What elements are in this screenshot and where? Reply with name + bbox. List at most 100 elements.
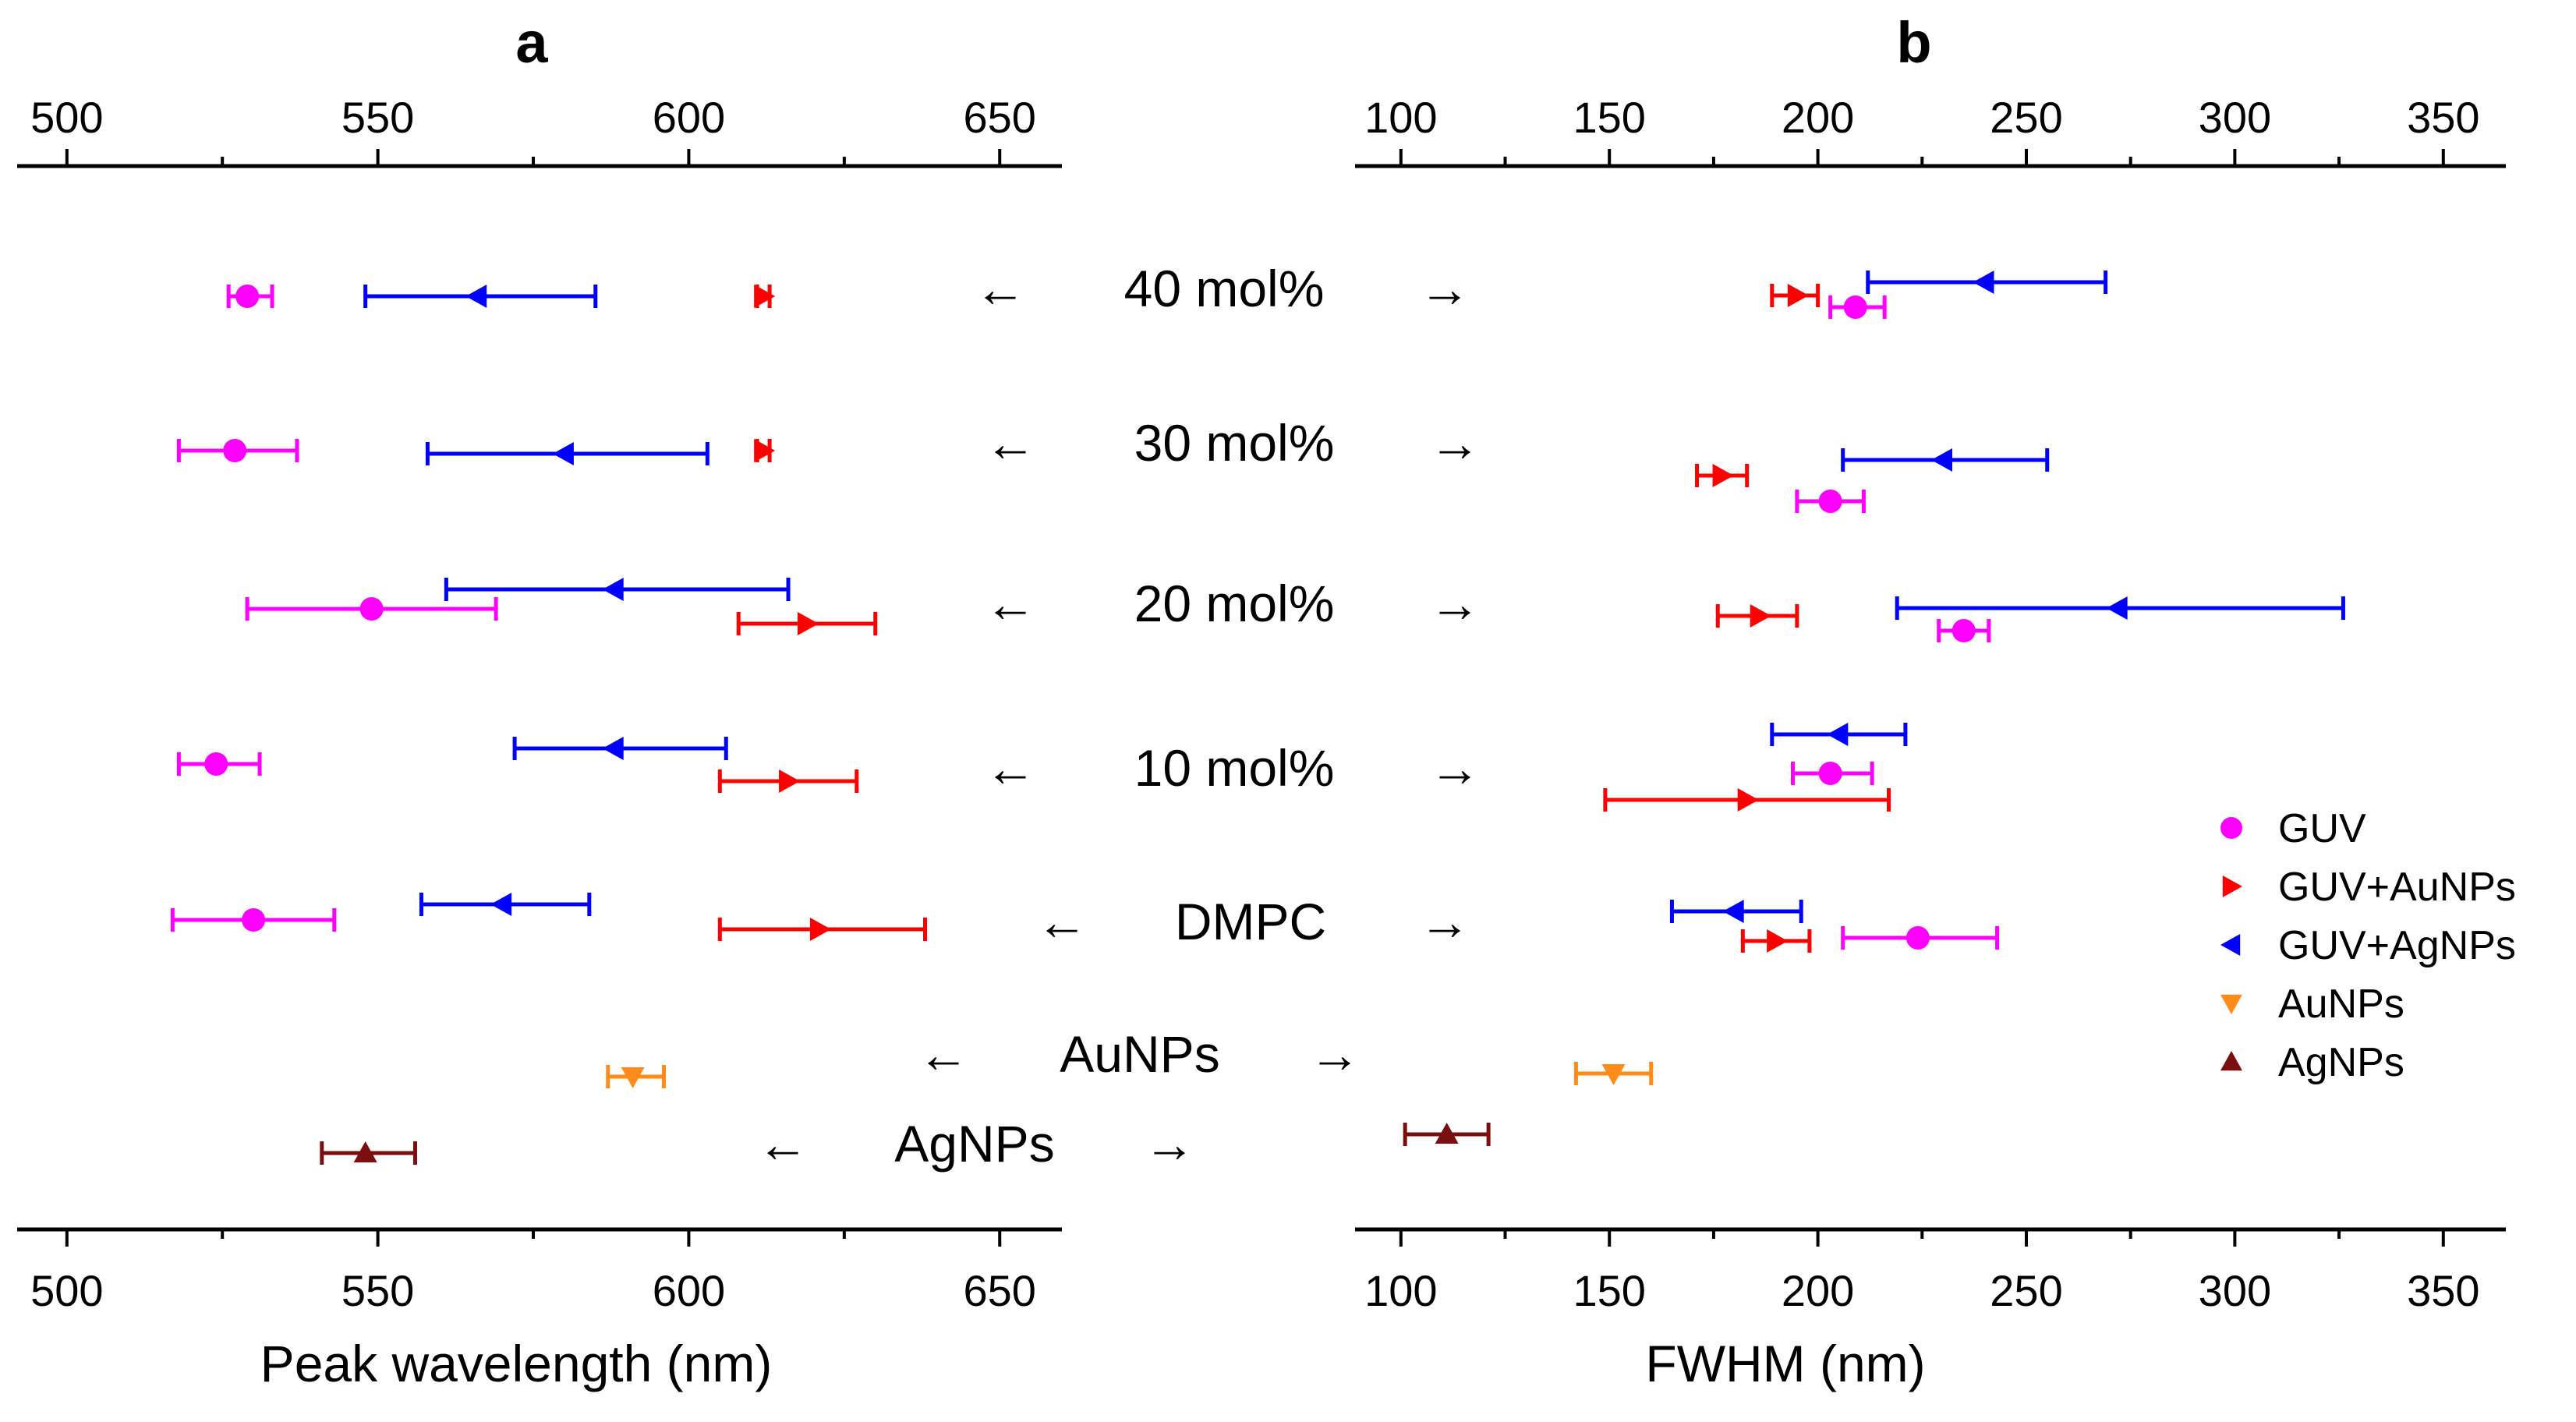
legend-item-guv-agnps: GUV+AgNPs (2220, 923, 2516, 968)
panel-b-top-tick-label-150: 150 (1573, 93, 1645, 142)
panel-a-top-tick-label-500: 500 (30, 93, 103, 142)
panel-b-aunps-aunps-point (1601, 1064, 1626, 1085)
row-label-agnps: AgNPs (894, 1115, 1054, 1173)
legend-marker-aunps (2220, 994, 2242, 1014)
panel-b-top-tick-label-100: 100 (1364, 93, 1437, 142)
legend-label-guv: GUV (2278, 806, 2366, 851)
panel-a-axes: 500 500 550 550 600 600 650 650 (17, 93, 1062, 1315)
panel-b-guv-10-mol-point (1818, 762, 1842, 785)
panel-a-marks (170, 285, 928, 1165)
panel-b-bottom-tick-label-200: 200 (1782, 1266, 1854, 1315)
panel-a-guv-30-mol-point (223, 439, 247, 462)
panel-b-bottom-tick-label-300: 300 (2199, 1266, 2271, 1315)
row-label-aunps: AuNPs (1060, 1025, 1219, 1083)
panel-a-bottom-tick-label-600: 600 (653, 1266, 725, 1315)
row-20-right-arrow: → (1429, 575, 1481, 632)
panel-a-guv-20-mol-point (359, 597, 384, 621)
panel-b-guv-agnps-40-mol-point (1973, 271, 1994, 294)
panel-b-top-tick-label-200: 200 (1782, 93, 1854, 142)
legend-label-aunps: AuNPs (2278, 982, 2404, 1027)
panel-b-marks (1403, 271, 2345, 1146)
panel-a-guv-agnps-10-mol-point (602, 737, 624, 760)
legend-marker-guv-agnps (2220, 934, 2241, 956)
row-label-40-mol: 40 mol% (1124, 260, 1325, 317)
panel-a-top-tick-label-550: 550 (341, 93, 414, 142)
panel-a-x-axis-title: Peak wavelength (nm) (260, 1335, 773, 1392)
panel-b-guv-aunps-40-mol-point (1787, 284, 1809, 307)
panel-a-guv-40-mol-point (235, 285, 260, 308)
legend-label-guv-agnps: GUV+AgNPs (2278, 923, 2516, 968)
panel-b-x-axis-title: FWHM (nm) (1645, 1335, 1925, 1392)
legend-marker-guv-aunps (2222, 875, 2242, 897)
legend-marker-guv-agnps-shape (2220, 934, 2241, 956)
row-40-right-arrow: → (1419, 260, 1470, 317)
legend-marker-agnps (2220, 1051, 2242, 1071)
panel-a-guv-aunps-40-mol-point (754, 285, 776, 308)
panel-a-guv-aunps-20-mol-point (797, 612, 819, 635)
panel-b-top-tick-label-250: 250 (1990, 93, 2062, 142)
legend-marker-guv-shape (2220, 817, 2242, 839)
panel-a-top-tick-label-600: 600 (653, 93, 725, 142)
row-30-left-arrow: ← (985, 414, 1036, 472)
panel-b-guv-aunps-30-mol-point (1712, 464, 1734, 487)
panel-b-agnps-agnps-point (1435, 1123, 1459, 1144)
row-labels: ← 40 mol% → ← 30 mol% → ← 20 mol% → ← 10… (757, 260, 1481, 1173)
legend: GUV GUV+AuNPs GUV+AgNPs AuNPs AgNPs (2220, 806, 2516, 1085)
row-label-30-mol: 30 mol% (1134, 414, 1335, 472)
panel-a-bottom-tick-label-500: 500 (30, 1266, 103, 1315)
panel-b-bottom-tick-label-350: 350 (2407, 1266, 2479, 1315)
panel-a-agnps-agnps-point (353, 1141, 377, 1162)
panel-b-top-tick-label-350: 350 (2407, 93, 2479, 142)
row-aunps-right-arrow: → (1309, 1025, 1361, 1083)
legend-marker-guv-aunps-shape (2222, 875, 2242, 897)
legend-marker-aunps-shape (2220, 994, 2242, 1014)
panel-b-axes: 100 100 150 150 200 200 250 250 300 300 350 350 (1355, 93, 2506, 1315)
row-label-dmpc: DMPC (1175, 893, 1326, 950)
panel-b-guv-agnps-30-mol-point (1931, 448, 1953, 472)
legend-item-guv-aunps: GUV+AuNPs (2222, 865, 2516, 910)
panel-a-guv-agnps-40-mol-point (465, 285, 487, 308)
row-label-10-mol: 10 mol% (1134, 739, 1335, 797)
row-aunps-left-arrow: ← (918, 1025, 969, 1083)
panel-a-guv-agnps-dmpc-point (490, 893, 512, 916)
panel-a-title: a (515, 10, 548, 75)
panel-a-guv-aunps-dmpc-point (809, 918, 831, 941)
legend-label-agnps: AgNPs (2278, 1040, 2404, 1085)
panel-b-guv-agnps-10-mol-point (1827, 723, 1849, 746)
panel-b-guv-30-mol-point (1818, 490, 1842, 513)
row-label-20-mol: 20 mol% (1134, 575, 1335, 632)
panel-b-guv-dmpc-point (1905, 926, 1930, 950)
panel-a-guv-dmpc-point (242, 908, 266, 932)
panel-b-guv-aunps-dmpc-point (1767, 929, 1789, 953)
panel-b-top-tick-label-300: 300 (2199, 93, 2271, 142)
panel-b-title: b (1896, 10, 1931, 75)
row-dmpc-right-arrow: → (1419, 893, 1470, 950)
panel-b-bottom-tick-label-250: 250 (1990, 1266, 2062, 1315)
panel-a-guv-aunps-10-mol-point (779, 769, 801, 793)
row-10-right-arrow: → (1429, 739, 1481, 797)
panel-b-guv-aunps-20-mol-point (1750, 604, 1771, 628)
legend-item-aunps: AuNPs (2220, 982, 2404, 1027)
panel-b-bottom-tick-label-100: 100 (1364, 1266, 1437, 1315)
panel-a-guv-aunps-30-mol-point (754, 439, 776, 462)
panel-a-aunps-aunps-point (621, 1067, 645, 1088)
legend-item-agnps: AgNPs (2220, 1040, 2404, 1085)
panel-a-guv-10-mol-point (204, 752, 228, 776)
row-dmpc-left-arrow: ← (1036, 893, 1088, 950)
legend-marker-agnps-shape (2220, 1051, 2242, 1071)
row-30-right-arrow: → (1429, 414, 1481, 472)
panel-b-guv-agnps-dmpc-point (1722, 900, 1744, 923)
legend-label-guv-aunps: GUV+AuNPs (2278, 865, 2516, 910)
panel-a-guv-agnps-20-mol-point (602, 578, 624, 601)
panel-a-bottom-tick-label-550: 550 (341, 1266, 414, 1315)
panel-b-guv-aunps-10-mol-point (1737, 788, 1759, 812)
legend-marker-guv (2220, 817, 2242, 839)
legend-item-guv: GUV (2220, 806, 2366, 851)
panel-b-bottom-tick-label-150: 150 (1573, 1266, 1645, 1315)
row-10-left-arrow: ← (985, 739, 1036, 797)
panel-b-guv-agnps-20-mol-point (2106, 596, 2128, 620)
panel-b-guv-40-mol-point (1843, 295, 1867, 319)
panel-a-top-tick-label-650: 650 (964, 93, 1036, 142)
row-agnps-left-arrow: ← (757, 1115, 809, 1173)
